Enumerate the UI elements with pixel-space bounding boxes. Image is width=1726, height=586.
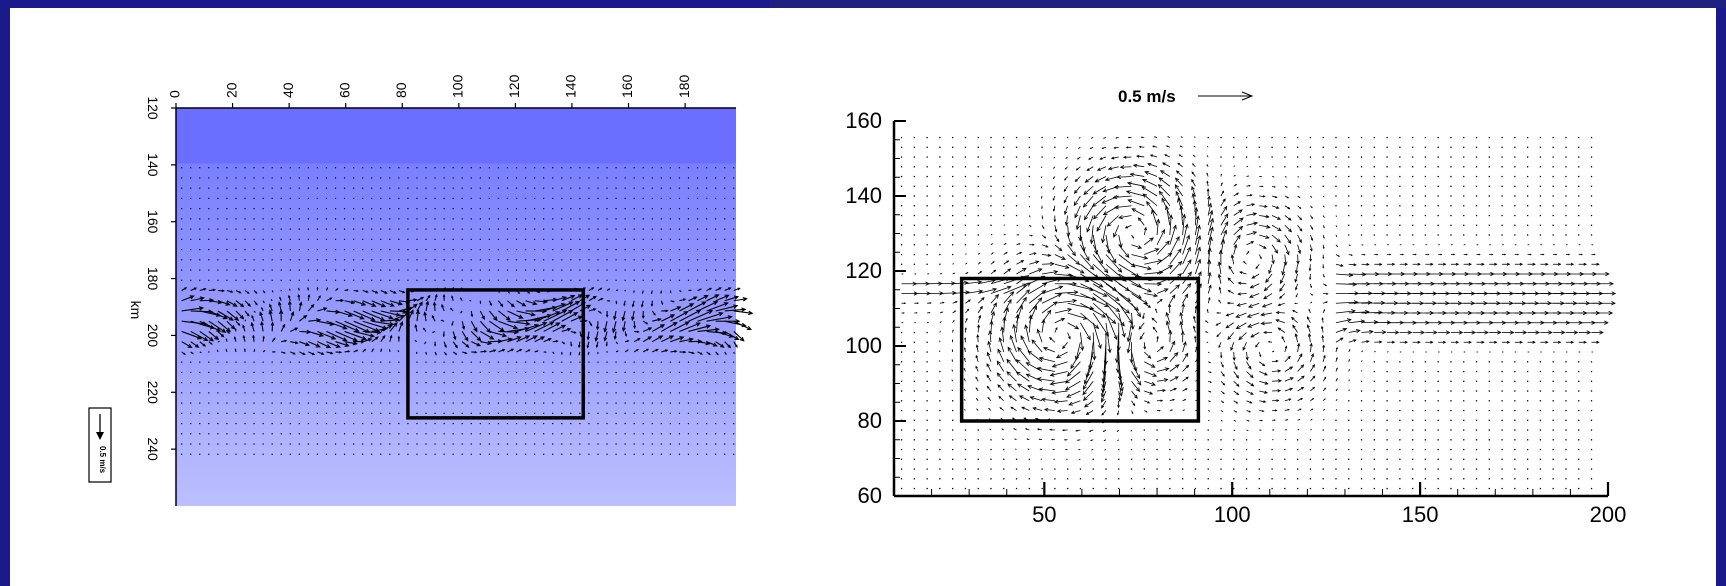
left-legend-label: 0.5 m/s bbox=[98, 446, 107, 474]
left-vector-field bbox=[181, 167, 754, 455]
left-x-tick-label: 40 bbox=[280, 82, 296, 98]
right-legend-label: 0.5 m/s bbox=[1118, 87, 1176, 106]
right-x-tick-label: 150 bbox=[1402, 502, 1439, 527]
right-x-tick-label: 200 bbox=[1590, 502, 1627, 527]
left-y-axis-label: km bbox=[128, 301, 144, 320]
left-x-tick-label: 0 bbox=[167, 90, 183, 98]
left-x-tick-label: 60 bbox=[336, 82, 352, 98]
right-highlight-box bbox=[959, 276, 1201, 423]
right-y-tick-label: 80 bbox=[858, 408, 882, 433]
left-x-tick-label: 80 bbox=[393, 82, 409, 98]
left-y-tick-label: 200 bbox=[145, 324, 161, 348]
left-x-tick-label: 160 bbox=[619, 74, 635, 98]
left-y-tick-label: 140 bbox=[145, 153, 161, 177]
right-chart-panel: 60 80 100 120 140 160 50 100 150 200 0.5 m/s bbox=[845, 87, 1626, 527]
right-y-tick-label: 100 bbox=[845, 333, 882, 358]
left-x-tick-label: 140 bbox=[563, 74, 579, 98]
left-x-tick-label: 100 bbox=[450, 74, 466, 98]
left-highlight-box bbox=[406, 288, 586, 420]
left-plot-background bbox=[176, 108, 736, 506]
right-y-tick-label: 140 bbox=[845, 183, 882, 208]
right-y-tick-label: 160 bbox=[845, 108, 882, 133]
frame-top-strip bbox=[770, 0, 1726, 8]
right-vector-field bbox=[900, 136, 1617, 490]
left-x-tick-label: 20 bbox=[223, 82, 239, 98]
right-y-tick-label: 120 bbox=[845, 258, 882, 283]
right-vector-legend: 0.5 m/s bbox=[1118, 87, 1254, 106]
right-x-tick-label: 100 bbox=[1214, 502, 1251, 527]
left-chart-panel: 0 20 40 60 80 100 120 140 160 180 120 140 160 180 200 2… bbox=[88, 74, 754, 506]
right-axes: 60 80 100 120 140 160 50 100 150 200 bbox=[845, 108, 1626, 527]
left-x-tick-label: 120 bbox=[506, 74, 522, 98]
left-y-tick-label: 240 bbox=[145, 437, 161, 461]
left-vector-legend: 0.5 m/s bbox=[88, 407, 112, 483]
left-x-tick-label: 180 bbox=[676, 74, 692, 98]
right-x-tick-label: 50 bbox=[1032, 502, 1056, 527]
left-y-tick-label: 220 bbox=[145, 381, 161, 405]
left-y-tick-label: 120 bbox=[145, 96, 161, 120]
left-y-tick-label: 180 bbox=[145, 267, 161, 291]
right-y-tick-label: 60 bbox=[858, 483, 882, 508]
left-axes: 0 20 40 60 80 100 120 140 160 180 120 140 160 180 200 2… bbox=[145, 74, 736, 506]
left-y-tick-label: 160 bbox=[145, 210, 161, 234]
